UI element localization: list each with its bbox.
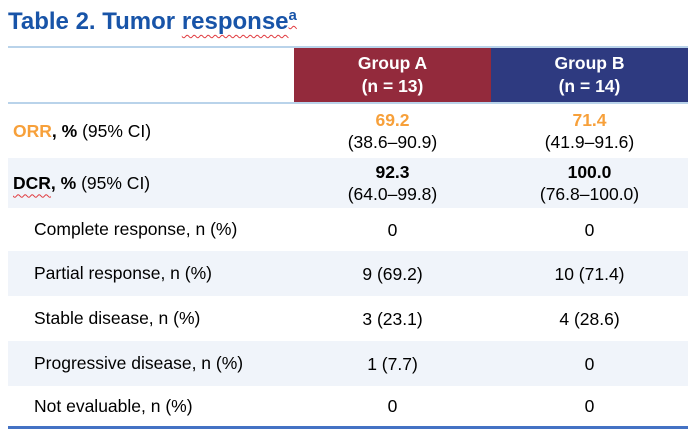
header-bottom-rule [8,102,688,104]
row-label-progressive-disease: Progressive disease, n (%) [34,353,244,373]
orr-group-b-ci: (41.9–91.6) [544,132,635,152]
row-label-stable-disease: Stable disease, n (%) [34,308,201,328]
orr-group-a-cell: 69.2 (38.6–90.9) [294,104,491,158]
dcr-group-a-value: 92.3 [375,162,410,182]
header-group-a: Group A (n = 13) [294,48,491,102]
table-row-stable-disease: Stable disease, n (%) 3 (23.1) 4 (28.6) [8,296,688,341]
orr-group-b-cell: 71.4 (41.9–91.6) [491,104,688,158]
not-evaluable-group-b-value: 0 [584,396,595,416]
header-group-b: Group B (n = 14) [491,48,688,102]
dcr-group-a-ci: (64.0–99.8) [347,184,438,204]
dcr-group-a-cell: 92.3 (64.0–99.8) [294,158,491,208]
stable-disease-group-a-value: 3 (23.1) [362,308,423,329]
bottom-rule [8,426,688,429]
partial-response-group-b-value: 10 (71.4) [554,263,625,284]
group-b-n: (n = 14) [558,76,621,96]
not-evaluable-group-a-value: 0 [387,396,398,416]
progressive-disease-group-a-value: 1 (7.7) [367,353,418,374]
orr-label-bold: , % [51,120,78,141]
table-row-not-evaluable: Not evaluable, n (%) 0 0 [8,386,688,426]
row-label-not-evaluable: Not evaluable, n (%) [34,395,193,416]
dcr-label-highlight: DCR [13,172,51,193]
dcr-group-b-value: 100.0 [567,162,612,182]
row-label-complete-response: Complete response, n (%) [34,219,238,239]
dcr-label-bold: , % [50,172,77,193]
partial-response-group-a-value: 9 (69.2) [362,263,423,284]
orr-group-b-value: 71.4 [572,110,607,130]
dcr-label-rest: (95% CI) [81,172,151,193]
orr-group-a-ci: (38.6–90.9) [347,132,438,152]
table-row-progressive-disease: Progressive disease, n (%) 1 (7.7) 0 [8,341,688,386]
orr-label-rest: (95% CI) [82,120,152,141]
table-row-dcr: DCR, % (95% CI) 92.3 (64.0–99.8) 100.0 (… [8,158,688,208]
row-label-partial-response: Partial response, n (%) [34,263,212,283]
table-row-partial-response: Partial response, n (%) 9 (69.2) 10 (71.… [8,251,688,296]
table-header-row: Group A (n = 13) Group B (n = 14) [8,48,688,102]
orr-group-a-value: 69.2 [375,110,410,130]
progressive-disease-group-b-value: 0 [584,353,595,374]
tumor-response-table: Group A (n = 13) Group B (n = 14) ORR, %… [8,46,688,429]
table-title-footnote-marker: a [288,7,297,24]
table-title: Table 2. Tumor responsea [0,0,696,36]
table-row-complete-response: Complete response, n (%) 0 0 [8,208,688,251]
group-a-name: Group A [357,53,428,73]
group-a-n: (n = 13) [361,76,424,96]
header-empty-cell [8,48,294,102]
group-b-name: Group B [554,53,625,73]
row-label-orr: ORR, % (95% CI) [8,104,294,158]
table-title-misspelled-word: response [181,8,289,35]
dcr-group-b-ci: (76.8–100.0) [539,184,640,204]
stable-disease-group-b-value: 4 (28.6) [559,308,620,329]
row-label-dcr: DCR, % (95% CI) [8,158,294,208]
dcr-group-b-cell: 100.0 (76.8–100.0) [491,158,688,208]
table-row-orr: ORR, % (95% CI) 69.2 (38.6–90.9) 71.4 (4… [8,104,688,158]
top-rule [8,46,688,48]
complete-response-group-a-value: 0 [387,219,398,240]
complete-response-group-b-value: 0 [584,219,595,240]
table-title-lead: Table 2. Tumor [8,8,182,35]
orr-label-highlight: ORR [13,120,52,141]
